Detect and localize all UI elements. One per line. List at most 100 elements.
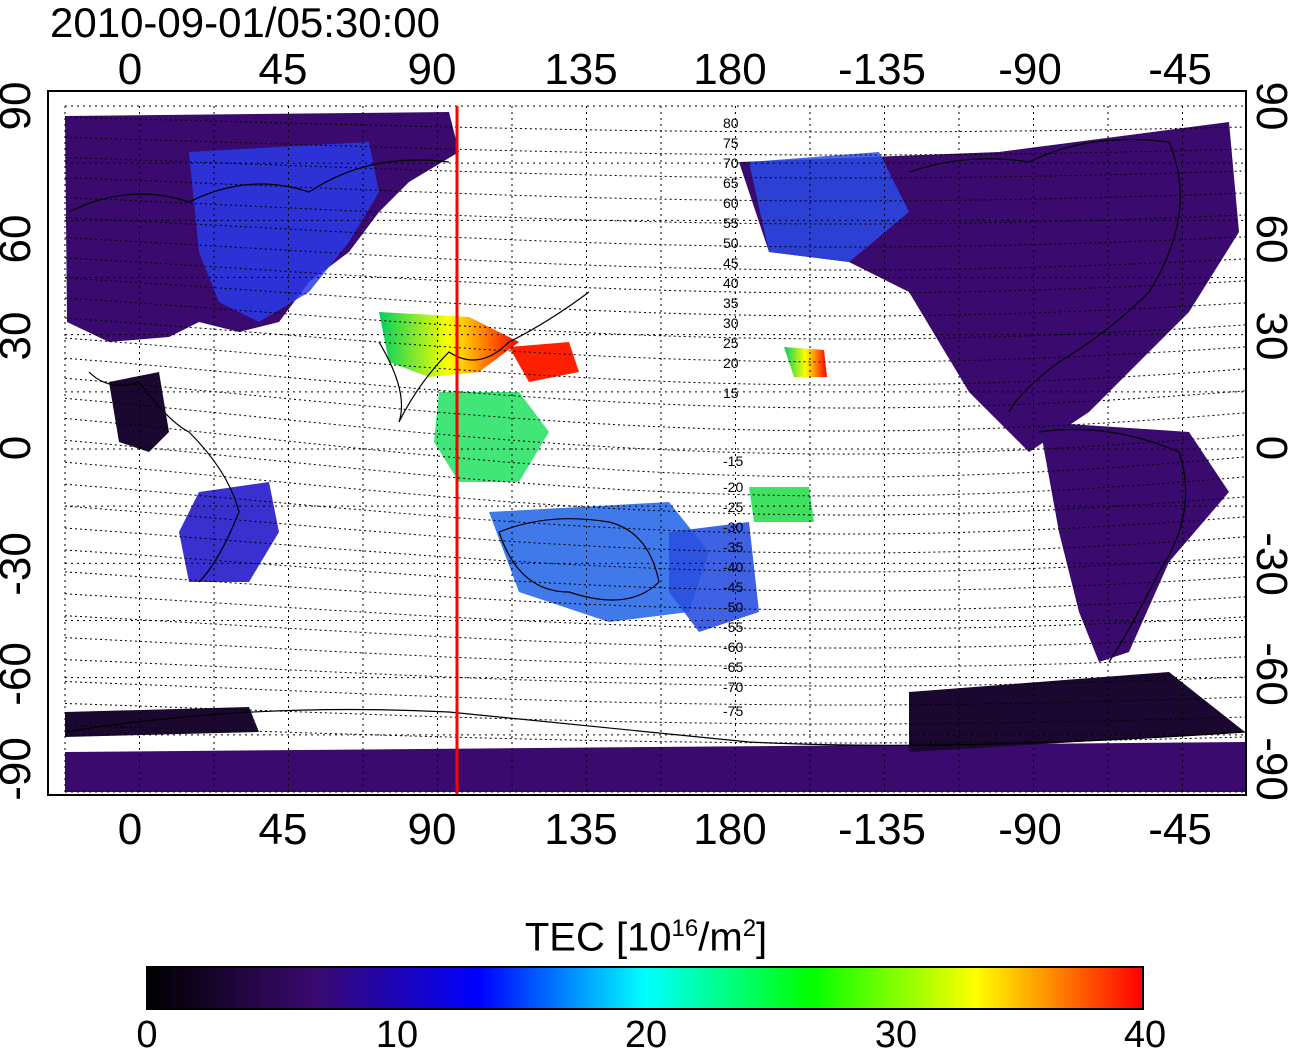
contour-label: 65 [723, 175, 739, 191]
magnetic-contour-line [64, 337, 1245, 386]
magnetic-contour-line [64, 197, 1245, 225]
region-india-hot [379, 312, 519, 377]
region-china-hot [509, 342, 579, 382]
contour-label: 25 [723, 335, 739, 351]
region-australia [489, 502, 709, 622]
region-antarctic [65, 742, 1245, 792]
magnetic-contour-line [64, 461, 1245, 516]
lon-tick-top: -135 [837, 45, 927, 94]
lat-tick-right: 90 [1247, 81, 1292, 131]
contour-label: -35 [723, 539, 743, 555]
contour-label: 30 [723, 315, 739, 331]
lon-tick-top: 45 [258, 45, 308, 94]
lat-tick-left: 90 [0, 81, 40, 131]
magnetic-contour-line [64, 377, 1245, 432]
colorbar-title-unit: /m [698, 915, 743, 960]
magnetic-contour-line [64, 703, 1245, 725]
contour-label: -60 [723, 639, 743, 655]
contour-label: -50 [723, 599, 743, 615]
coast-north-america [908, 138, 1181, 413]
region-bering-blue [749, 152, 909, 262]
contour-label: 40 [723, 275, 739, 291]
magnetic-contour-line [64, 217, 1245, 248]
colorbar-title-exp: 16 [671, 915, 699, 942]
colorbar-tick: 10 [375, 1014, 419, 1056]
magnetic-contour-line [64, 549, 1245, 592]
magnetic-contour-line [64, 659, 1245, 687]
contour-label: -55 [723, 619, 743, 635]
region-southern-ocean-dark [65, 707, 259, 737]
lon-tick-top: 0 [117, 45, 143, 94]
lon-tick-bottom: -135 [837, 805, 927, 854]
magnetic-contour-line [64, 297, 1245, 340]
magnetic-contour-line [64, 257, 1245, 294]
lat-tick-right: -90 [1247, 737, 1292, 801]
contour-label: -40 [723, 559, 743, 575]
magnetic-contour-line [64, 571, 1245, 611]
colorbar-tick: 30 [874, 1014, 918, 1056]
coastlines [64, 138, 1245, 746]
lon-tick-top: -90 [998, 45, 1062, 94]
magnetic-contour-line [64, 615, 1245, 649]
colorbar [146, 966, 1144, 1010]
magnetic-contour-line [64, 593, 1245, 630]
magnetic-contour-line [64, 317, 1245, 363]
magnetic-contour-line [64, 177, 1245, 202]
colorbar-title-main: TEC [10 [524, 915, 672, 960]
contour-label: -30 [723, 519, 743, 535]
contour-label: 15 [723, 385, 739, 401]
lon-tick-top: 135 [544, 45, 618, 94]
lon-tick-bottom: -90 [998, 805, 1062, 854]
magnetic-contour-line [64, 439, 1245, 497]
tec-data-regions [65, 112, 1245, 792]
magnetic-contour-line [64, 637, 1245, 668]
magnetic-contour-line [64, 136, 1245, 156]
contour-label: -70 [723, 679, 743, 695]
region-antarctic-dark [909, 672, 1245, 752]
lon-tick-bottom: 0 [117, 805, 143, 854]
magnetic-contour-line [64, 116, 1245, 133]
timestamp-title: 2010-09-01/05:30:00 [50, 0, 440, 46]
grid [64, 105, 1245, 793]
lon-tick-top: 180 [693, 45, 767, 94]
contour-label: 35 [723, 295, 739, 311]
tec-map-svg: 80 75 70 65 60 55 50 45 40 35 30 25 20 15 -15 -20 -25 -30… [64, 105, 1245, 794]
colorbar-title: TEC [1016/m2] [0, 906, 1292, 960]
lon-tick-top: 90 [407, 45, 457, 94]
coast-south-america [1038, 428, 1187, 663]
contour-label: -15 [723, 453, 743, 469]
magnetic-contour-line [64, 357, 1245, 409]
contour-labels: 80 75 70 65 60 55 50 45 40 35 30 25 20 15 -15 -20 -25 -30… [723, 115, 743, 719]
lon-tick-bottom: 45 [258, 805, 308, 854]
contour-label: 55 [723, 215, 739, 231]
coast-asia-south [378, 291, 590, 423]
magnetic-contour-line [64, 157, 1245, 179]
colorbar-tick: 40 [1123, 1014, 1167, 1056]
colorbar-title-end: ] [756, 915, 768, 960]
contour-label: -25 [723, 499, 743, 515]
coast-africa [88, 371, 240, 583]
lon-tick-bottom: 135 [544, 805, 618, 854]
contour-label: -20 [723, 479, 743, 495]
colorbar-title-unit-exp: 2 [742, 915, 757, 942]
tec-map: 80 75 70 65 60 55 50 45 40 35 30 25 20 15 -15 -20 -25 -30… [47, 90, 1247, 796]
coast-eurasia-north [68, 159, 450, 213]
magnetic-contour-line [64, 724, 1245, 744]
magnetic-contour-line [64, 397, 1245, 455]
contour-label: 80 [723, 115, 739, 131]
contour-label: 45 [723, 255, 739, 271]
colorbar-tick: 20 [624, 1014, 668, 1056]
magnetic-contour-line [64, 417, 1245, 478]
region-africa-south [179, 482, 279, 582]
region-pacific-green [749, 487, 814, 522]
coast-australia [498, 518, 660, 601]
magnetic-contour-line [64, 237, 1245, 271]
magnetic-contour-line [64, 277, 1245, 317]
lon-tick-bottom: 90 [407, 805, 457, 854]
region-pacific-south [669, 522, 759, 632]
contour-label: -65 [723, 659, 743, 675]
contour-label: 20 [723, 355, 739, 371]
colorbar-tick: 0 [136, 1014, 158, 1056]
lon-tick-bottom: 180 [693, 805, 767, 854]
lon-tick-bottom: -45 [1148, 805, 1212, 854]
